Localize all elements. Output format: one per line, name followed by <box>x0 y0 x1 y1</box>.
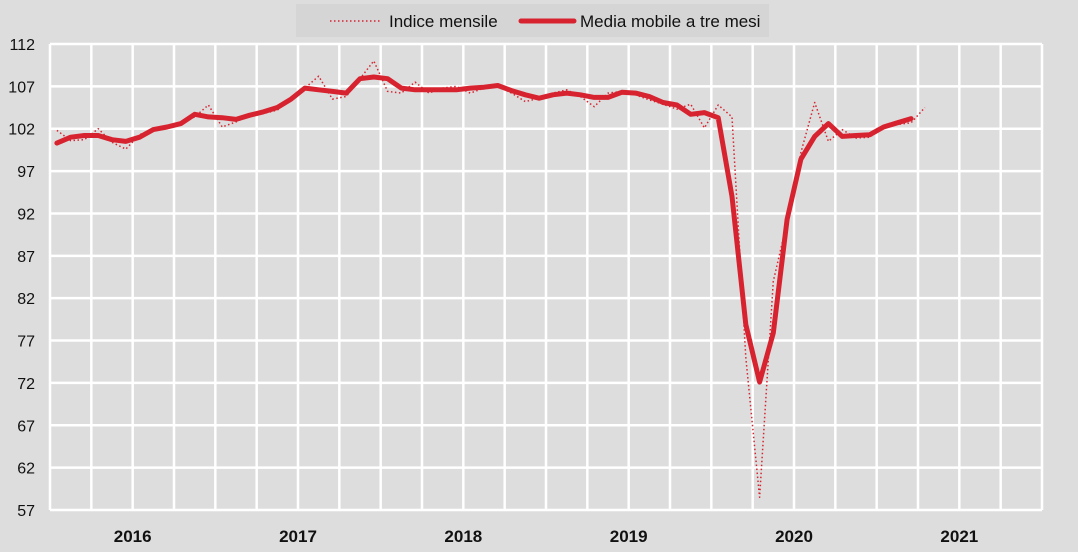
x-axis-year-labels: 2016 2017 2018 2019 2020 2021 <box>114 527 978 546</box>
y-tick-label: 97 <box>17 164 35 181</box>
y-tick-label: 72 <box>17 376 35 393</box>
x-year-label: 2019 <box>610 527 648 546</box>
legend-label-moving-average: Media mobile a tre mesi <box>580 12 760 31</box>
y-tick-label: 92 <box>17 206 35 223</box>
x-year-label: 2018 <box>444 527 482 546</box>
y-tick-label: 87 <box>17 249 35 266</box>
x-year-label: 2020 <box>775 527 813 546</box>
y-tick-label: 62 <box>17 461 35 478</box>
series-moving-average-line <box>54 74 914 385</box>
y-tick-label: 102 <box>8 122 35 139</box>
y-tick-label: 77 <box>17 334 35 351</box>
y-tick-label: 57 <box>17 503 35 520</box>
legend-label-monthly: Indice mensile <box>389 12 498 31</box>
series-group <box>54 60 926 499</box>
y-tick-label: 67 <box>17 418 35 435</box>
y-tick-label: 107 <box>8 79 35 96</box>
x-year-label: 2016 <box>114 527 152 546</box>
y-axis-ticks: 112 107 102 97 92 87 82 77 72 67 62 57 <box>8 37 35 520</box>
x-year-label: 2017 <box>279 527 317 546</box>
legend: Indice mensile Media mobile a tre mesi <box>296 4 769 37</box>
y-tick-label: 82 <box>17 291 35 308</box>
x-year-label: 2021 <box>940 527 978 546</box>
y-tick-label: 112 <box>9 37 35 54</box>
gridlines <box>48 42 1044 512</box>
